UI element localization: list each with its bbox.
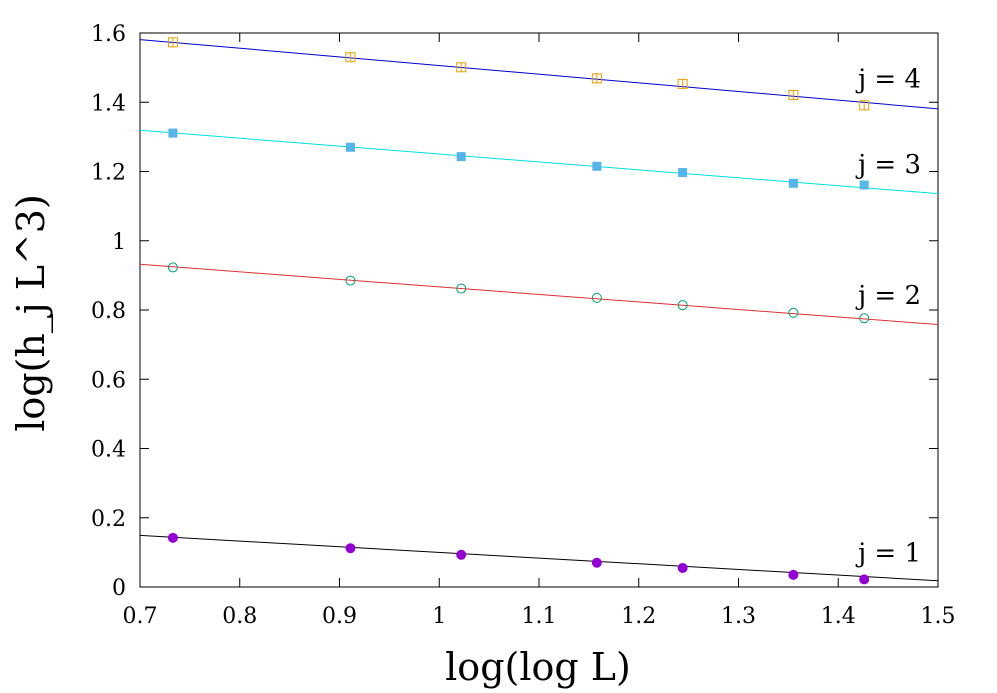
plot-frame (139, 32, 939, 588)
x-axis: 0.7 0.8 0.9 1 1.1 1.2 1.3 1.4 1.5 (123, 33, 956, 629)
series-3-points (168, 128, 869, 190)
x-tick-label: 1.5 (921, 604, 956, 629)
data-point (592, 161, 602, 171)
series-4-points (167, 37, 870, 111)
y-axis: 0 0.2 0.4 0.6 0.8 1 1.2 1.4 1.6 (91, 22, 938, 601)
data-point (456, 152, 466, 162)
y-tick-label: 0.8 (91, 299, 126, 324)
data-markers (167, 37, 870, 585)
series-label-3: j = 3 (855, 150, 921, 180)
data-point (591, 73, 602, 84)
data-point (678, 168, 688, 178)
data-point (591, 292, 602, 303)
data-point (677, 78, 688, 89)
data-point (168, 128, 178, 138)
x-tick-label: 0.9 (322, 604, 357, 629)
series-2-points (167, 262, 870, 324)
fit-line-series-1 (139, 534, 939, 582)
fit-lines (139, 39, 939, 582)
data-point (788, 569, 799, 580)
x-tick-label: 1.3 (721, 604, 756, 629)
y-tick-label: 1 (112, 230, 126, 255)
y-tick-label: 0.4 (91, 438, 126, 463)
x-tick-label: 0.7 (123, 604, 158, 629)
x-tick-label: 0.8 (222, 604, 257, 629)
fit-line-series-3 (139, 129, 939, 195)
x-tick-label: 1 (432, 604, 446, 629)
x-axis-title: log(log L) (445, 645, 631, 689)
data-point (456, 283, 467, 294)
data-point (788, 89, 799, 100)
y-axis-title: log(h_j L^3) (9, 194, 54, 432)
data-point (167, 262, 178, 273)
data-point (456, 62, 467, 73)
x-tick-label: 1.4 (821, 604, 856, 629)
data-point (345, 275, 356, 286)
data-point (859, 313, 870, 324)
series-1-points (167, 532, 870, 585)
data-point (456, 549, 467, 560)
data-point (345, 52, 356, 63)
data-point (167, 532, 178, 543)
fit-line-series-2 (139, 263, 939, 326)
y-tick-label: 0 (112, 576, 126, 601)
data-point (788, 178, 798, 188)
y-tick-label: 0.2 (91, 507, 126, 532)
data-point (677, 300, 688, 311)
series-label-4: j = 4 (855, 65, 921, 95)
x-tick-label: 1.2 (621, 604, 656, 629)
fit-line-series-4 (139, 39, 939, 110)
data-point (788, 307, 799, 318)
data-point (345, 543, 356, 554)
data-point (859, 180, 869, 190)
y-tick-label: 1.4 (91, 91, 126, 116)
data-point (677, 562, 688, 573)
y-tick-label: 1.6 (91, 22, 126, 47)
series-label-1: j = 1 (855, 538, 921, 568)
y-tick-label: 1.2 (91, 161, 126, 186)
plot-border (139, 32, 939, 588)
series-labels: j = 1 j = 2 j = 3 j = 4 (855, 65, 921, 569)
series-label-2: j = 2 (855, 281, 921, 311)
data-point (859, 100, 870, 111)
y-tick-label: 0.6 (91, 368, 126, 393)
x-tick-label: 1.1 (522, 604, 557, 629)
data-point (591, 557, 602, 568)
data-point (859, 574, 870, 585)
data-point (167, 37, 178, 48)
data-point (345, 142, 355, 152)
